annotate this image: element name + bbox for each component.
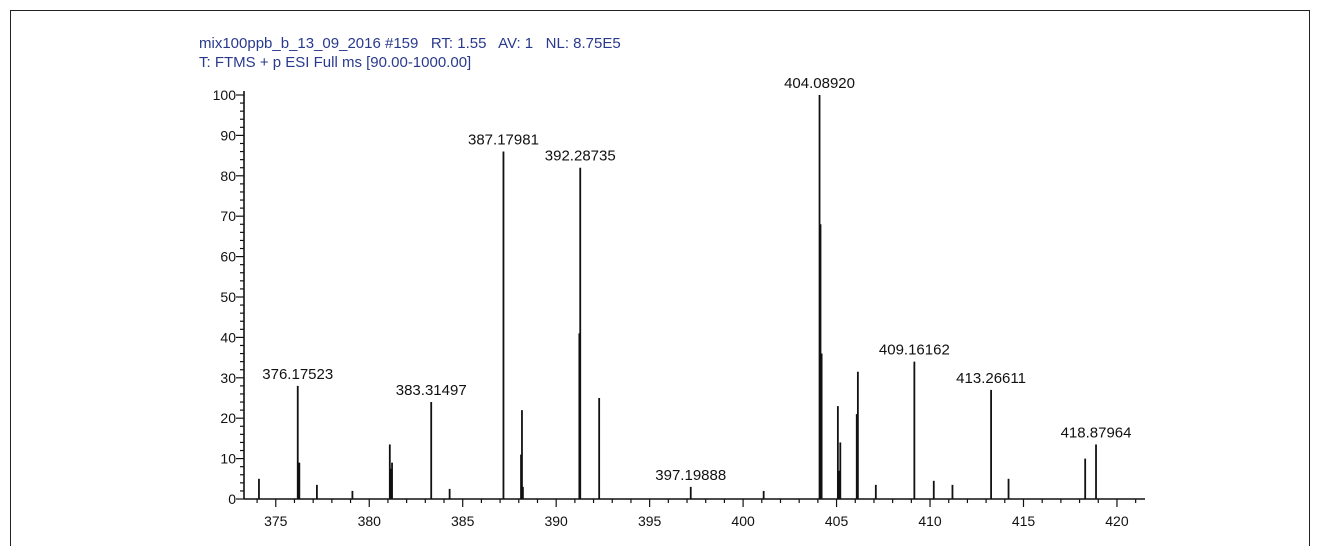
peak-label: 413.26611 [956, 370, 1026, 387]
x-tick-label: 415 [1012, 513, 1036, 529]
peak-labels: 376.17523 383.31497 387.17981 392.28735 397.… [262, 75, 1131, 484]
peak-label: 387.17981 [468, 132, 539, 149]
y-tick-label: 100 [213, 87, 237, 103]
x-tick-label: 405 [825, 513, 849, 529]
y-tick-label: 80 [220, 168, 236, 184]
spectrum-frame [10, 10, 1310, 546]
peak-label: 397.19888 [655, 467, 726, 484]
peak-label: 392.28735 [545, 148, 616, 165]
y-tick-label: 10 [220, 451, 236, 467]
spectrum-header: mix100ppb_b_13_09_2016 #159 RT: 1.55 AV:… [199, 34, 621, 72]
x-tick-label: 375 [264, 513, 288, 529]
x-tick-label: 410 [918, 513, 942, 529]
x-tick-label: 420 [1105, 513, 1129, 529]
scan-filter: T: FTMS + p ESI Full ms [90.00-1000.00] [199, 54, 472, 71]
x-tick-label: 395 [638, 513, 662, 529]
x-tick-label: 400 [731, 513, 755, 529]
peaks [258, 95, 1097, 499]
scan-info: mix100ppb_b_13_09_2016 #159 RT: 1.55 AV:… [199, 35, 621, 52]
peak-label: 383.31497 [396, 382, 467, 399]
y-tick-label: 70 [220, 208, 236, 224]
peak-label: 404.08920 [784, 75, 855, 92]
x-tick-label: 380 [358, 513, 382, 529]
y-tick-label: 40 [220, 329, 236, 345]
x-tick-label: 390 [544, 513, 568, 529]
y-tick-label: 0 [228, 491, 236, 507]
peak-label: 418.87964 [1061, 424, 1132, 441]
axes: 375 380 385 390 395 400 405 410 415 420 0 10 20 30 40 5… [213, 87, 1145, 529]
y-tick-label: 90 [220, 127, 236, 143]
y-tick-label: 50 [220, 289, 236, 305]
y-tick-label: 30 [220, 370, 236, 386]
peak-label: 409.16162 [879, 342, 950, 359]
y-tick-label: 20 [220, 410, 236, 426]
x-tick-label: 385 [451, 513, 475, 529]
y-tick-label: 60 [220, 249, 236, 265]
peak-label: 376.17523 [262, 366, 333, 383]
